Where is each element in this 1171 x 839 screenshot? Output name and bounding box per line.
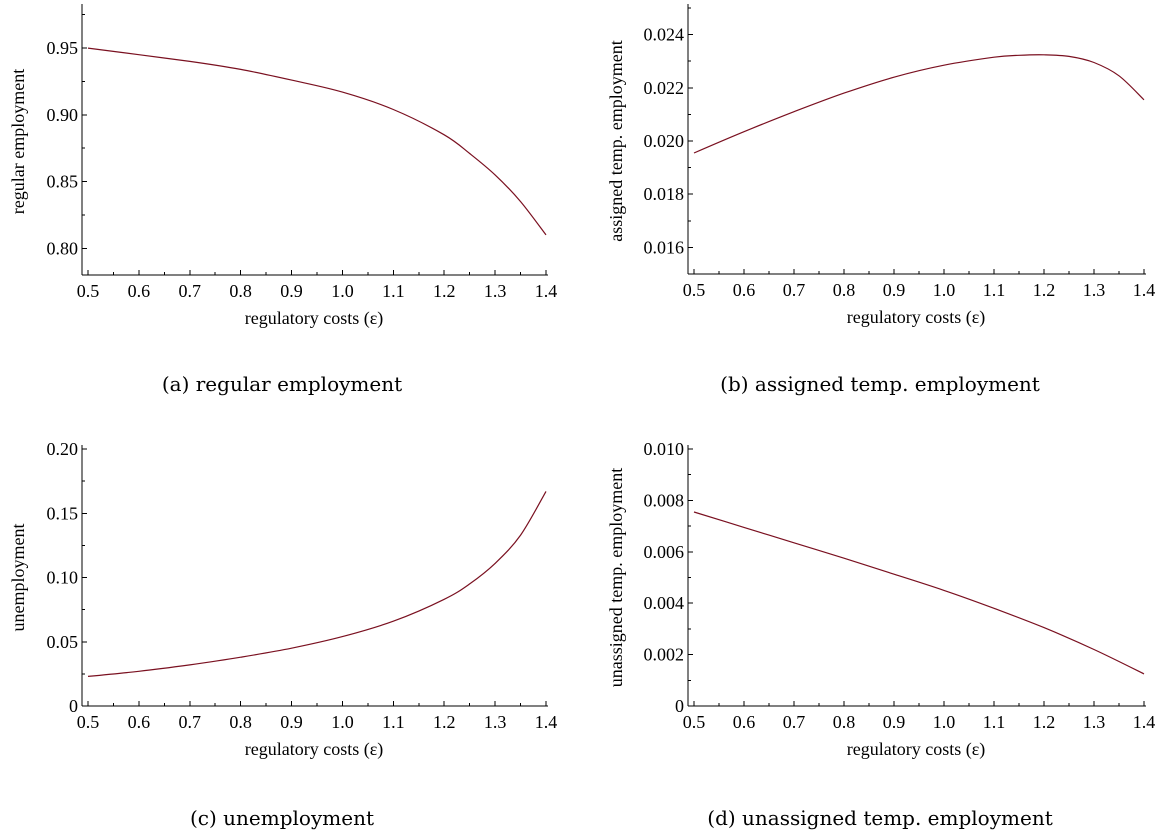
series-line xyxy=(87,47,547,236)
y-axis-label: unemployment xyxy=(8,524,28,632)
y-tick-label: 0.002 xyxy=(644,645,685,665)
x-tick-label: 1.2 xyxy=(1033,280,1056,300)
y-axis-label: unassigned temp. employment xyxy=(606,468,626,687)
x-tick-label: 0.5 xyxy=(77,281,100,301)
y-tick-label: 0.15 xyxy=(47,503,79,523)
y-tick-label: 0.20 xyxy=(47,439,79,459)
y-tick-label: 0.022 xyxy=(644,78,685,98)
y-tick-label: 0.80 xyxy=(47,238,79,258)
x-tick-label: 1.0 xyxy=(933,280,956,300)
x-tick-label: 0.8 xyxy=(833,280,856,300)
x-tick-label: 1.0 xyxy=(933,712,956,732)
panel-unassigned-temp-employment: 0.5 0.6 0.7 0.8 0.9 1.0 1.1 1.2 1.3 1.4 0 0.002 0.00… xyxy=(606,439,1155,830)
y-tick-label: 0.008 xyxy=(644,490,685,510)
y-tick-label: 0 xyxy=(675,696,684,716)
x-tick-label: 1.3 xyxy=(1083,280,1106,300)
x-tick-label: 0.8 xyxy=(229,281,252,301)
y-tick-label: 0.85 xyxy=(47,172,79,192)
y-tick-label: 0.004 xyxy=(644,593,685,613)
panel-regular-employment: 0.5 0.6 0.7 0.8 0.9 1.0 1.1 1.2 1.3 1.4 0.80 0.85 0.… xyxy=(8,4,557,396)
y-tick-label: 0.010 xyxy=(644,439,685,459)
panel-caption: (b) assigned temp. employment xyxy=(720,372,1040,396)
x-tick-label: 0.6 xyxy=(128,712,151,732)
y-tick-label: 0.024 xyxy=(644,25,685,45)
x-tick-label: 0.7 xyxy=(179,281,202,301)
x-tick-label: 0.6 xyxy=(128,281,151,301)
y-axis-label: regular employment xyxy=(8,69,28,214)
x-tick-label: 1.1 xyxy=(983,280,1006,300)
x-tick-label: 0.5 xyxy=(77,712,100,732)
x-tick-label: 1.3 xyxy=(484,281,507,301)
y-tick-label: 0.90 xyxy=(47,105,79,125)
x-tick-label: 0.6 xyxy=(733,280,756,300)
x-tick-label: 1.1 xyxy=(382,281,405,301)
y-tick-label: 0.05 xyxy=(47,632,79,652)
y-tick-label: 0.10 xyxy=(47,568,79,588)
x-tick-label: 1.4 xyxy=(535,281,558,301)
x-axis-label: regulatory costs (ε) xyxy=(847,307,986,328)
x-axis-label: regulatory costs (ε) xyxy=(245,308,384,329)
x-tick-label: 0.9 xyxy=(280,281,303,301)
x-tick-label: 1.1 xyxy=(983,712,1006,732)
series-line xyxy=(693,511,1145,675)
x-axis-label: regulatory costs (ε) xyxy=(847,739,986,760)
x-tick-label: 0.8 xyxy=(229,712,252,732)
x-tick-label: 1.3 xyxy=(1083,712,1106,732)
panel-caption: (c) unemployment xyxy=(190,806,374,830)
x-tick-label: 0.9 xyxy=(280,712,303,732)
x-tick-label: 1.4 xyxy=(535,712,558,732)
y-tick-label: 0.018 xyxy=(644,184,685,204)
x-tick-label: 1.4 xyxy=(1133,712,1156,732)
x-tick-label: 0.7 xyxy=(179,712,202,732)
x-tick-label: 0.7 xyxy=(783,712,806,732)
panel-caption: (d) unassigned temp. employment xyxy=(707,806,1052,830)
x-tick-label: 1.0 xyxy=(331,712,354,732)
x-tick-label: 1.3 xyxy=(484,712,507,732)
x-tick-label: 0.6 xyxy=(733,712,756,732)
panel-caption: (a) regular employment xyxy=(162,372,402,396)
x-tick-label: 0.8 xyxy=(833,712,856,732)
panel-assigned-temp-employment: 0.5 0.6 0.7 0.8 0.9 1.0 1.1 1.2 1.3 1.4 0.016 0.018… xyxy=(606,4,1155,396)
series-line xyxy=(87,491,547,677)
x-axis-label: regulatory costs (ε) xyxy=(245,739,384,760)
x-tick-label: 0.5 xyxy=(683,712,706,732)
x-tick-label: 1.0 xyxy=(331,281,354,301)
y-tick-label: 0 xyxy=(69,696,78,716)
x-tick-label: 0.9 xyxy=(883,280,906,300)
y-tick-label: 0.006 xyxy=(644,542,685,562)
x-tick-label: 1.2 xyxy=(433,281,456,301)
y-axis-label: assigned temp. employment xyxy=(606,40,626,241)
series-line xyxy=(693,54,1145,154)
x-tick-label: 0.5 xyxy=(683,280,706,300)
x-tick-label: 1.2 xyxy=(433,712,456,732)
x-tick-label: 1.2 xyxy=(1033,712,1056,732)
x-tick-label: 1.1 xyxy=(382,712,405,732)
x-tick-label: 1.4 xyxy=(1133,280,1156,300)
y-tick-label: 0.016 xyxy=(644,237,685,257)
y-tick-label: 0.020 xyxy=(644,131,685,151)
y-tick-label: 0.95 xyxy=(47,38,79,58)
x-tick-label: 0.9 xyxy=(883,712,906,732)
panel-unemployment: 0.5 0.6 0.7 0.8 0.9 1.0 1.1 1.2 1.3 1.4 0 0.05 0.10 0… xyxy=(8,439,557,830)
x-tick-label: 0.7 xyxy=(783,280,806,300)
